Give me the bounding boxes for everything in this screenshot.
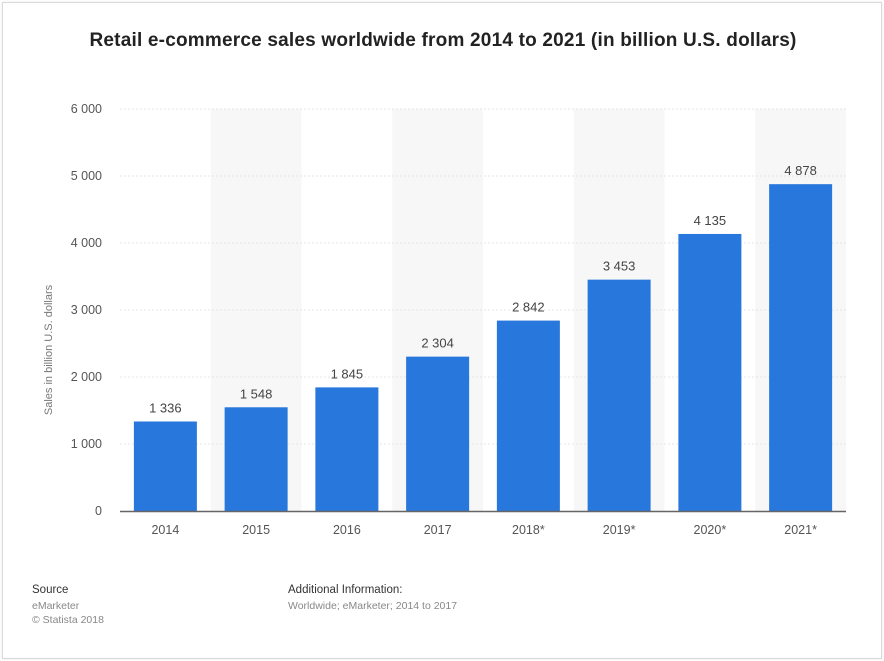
additional-info-heading: Additional Information: <box>288 584 403 596</box>
x-tick-label: 2018* <box>512 523 545 537</box>
source-line-1: eMarketer <box>32 600 80 612</box>
x-tick-label: 2019* <box>603 523 636 537</box>
data-label: 3 453 <box>603 259 636 274</box>
y-tick-label: 1 000 <box>71 437 102 451</box>
data-labels: 1 336 1 548 1 845 2 304 2 842 3 453 4 135 4 878 <box>149 163 817 415</box>
y-axis-title: Sales in billion U.S. dollars <box>43 284 55 415</box>
source-heading: Source <box>32 584 69 596</box>
data-label: 4 878 <box>784 163 817 178</box>
x-tick-label: 2017 <box>424 523 452 537</box>
y-tick-label: 2 000 <box>71 370 102 384</box>
data-label: 1 845 <box>331 366 364 381</box>
source-line-2: © Statista 2018 <box>32 614 104 626</box>
data-label: 2 842 <box>512 300 545 315</box>
y-tick-label: 6 000 <box>71 102 102 116</box>
bars <box>133 184 833 511</box>
y-tick-label: 4 000 <box>71 236 102 250</box>
x-tick-label: 2020* <box>694 523 727 537</box>
bar <box>133 421 197 511</box>
data-label: 1 336 <box>149 400 182 415</box>
data-label: 4 135 <box>694 213 727 228</box>
y-tick-label: 0 <box>95 504 102 518</box>
bar <box>315 387 379 511</box>
x-tick-label: 2016 <box>333 523 361 537</box>
additional-info-text: Worldwide; eMarketer; 2014 to 2017 <box>288 600 458 612</box>
x-tick-label: 2014 <box>151 523 179 537</box>
bar <box>678 233 742 511</box>
y-tick-label: 5 000 <box>71 169 102 183</box>
x-tick-label: 2015 <box>242 523 270 537</box>
y-tick-label: 3 000 <box>71 303 102 317</box>
bar <box>224 407 288 511</box>
x-axis-ticks: 2014 2015 2016 2017 2018* 2019* 2020* 2021* <box>151 523 817 537</box>
chart-title: Retail e-commerce sales worldwide from 2… <box>89 30 797 51</box>
bar <box>406 356 470 511</box>
data-label: 1 548 <box>240 386 273 401</box>
bar <box>587 279 651 511</box>
bar <box>496 320 560 511</box>
data-label: 2 304 <box>421 336 454 351</box>
bar <box>769 184 833 511</box>
x-tick-label: 2021* <box>784 523 817 537</box>
y-axis-ticks: 0 1 000 2 000 3 000 4 000 5 000 6 000 <box>71 102 102 518</box>
